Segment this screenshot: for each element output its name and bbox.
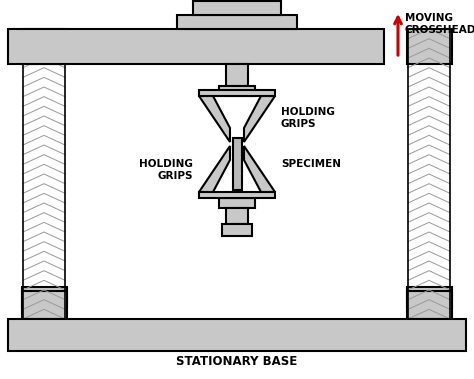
Bar	[219, 86, 255, 96]
Bar	[233, 138, 242, 190]
Bar	[408, 29, 450, 319]
Polygon shape	[244, 96, 275, 142]
Polygon shape	[199, 96, 230, 142]
Bar	[22, 291, 67, 319]
Bar	[23, 29, 65, 319]
Bar	[199, 192, 275, 198]
Bar	[177, 15, 297, 29]
Polygon shape	[199, 146, 230, 192]
Bar	[8, 319, 466, 351]
Bar	[219, 198, 255, 208]
Polygon shape	[244, 146, 275, 192]
Bar	[22, 29, 67, 64]
Bar	[222, 224, 252, 236]
Text: HOLDING
GRIPS: HOLDING GRIPS	[281, 107, 335, 129]
Bar	[226, 64, 248, 86]
Bar	[226, 208, 248, 224]
Bar	[407, 291, 452, 319]
Text: STATIONARY BASE: STATIONARY BASE	[176, 355, 298, 368]
Text: HOLDING
GRIPS: HOLDING GRIPS	[139, 159, 193, 181]
Bar	[8, 29, 384, 64]
Text: MOVING
CROSSHEAD: MOVING CROSSHEAD	[405, 13, 474, 34]
Bar	[199, 90, 275, 96]
Bar	[193, 1, 281, 15]
Bar	[407, 29, 452, 64]
Bar	[407, 287, 452, 307]
Text: SPECIMEN: SPECIMEN	[281, 159, 341, 169]
Bar	[22, 287, 67, 307]
